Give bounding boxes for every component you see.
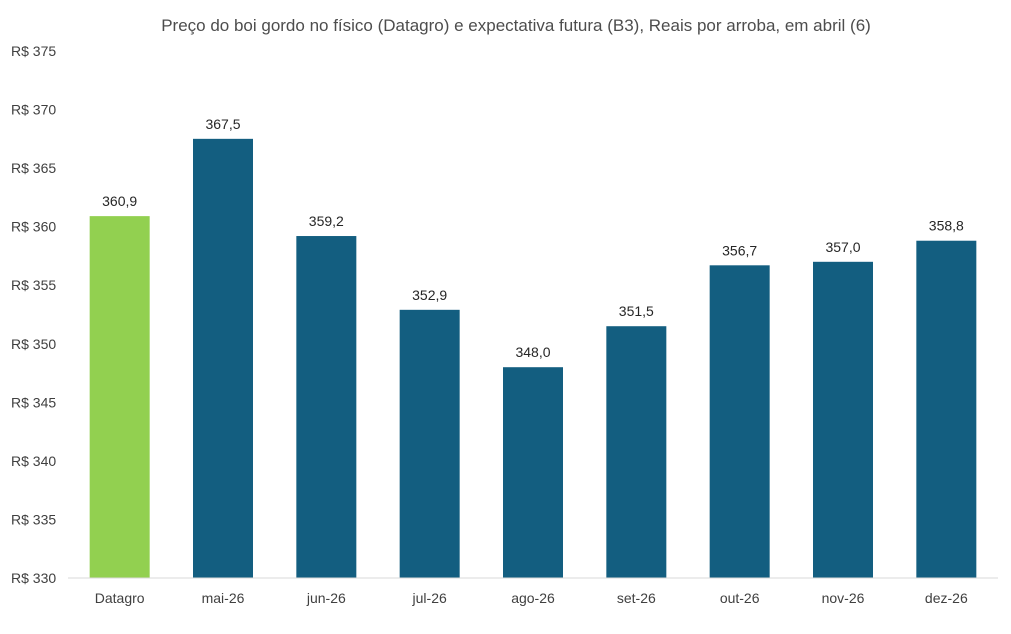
y-tick-label: R$ 350 xyxy=(11,336,56,352)
x-axis: Datagro mai-26 jun-26 jul-26 ago-26 set-26 out… xyxy=(95,590,968,606)
data-label: 356,7 xyxy=(722,242,757,258)
bar-set-26 xyxy=(606,326,667,578)
y-tick-label: R$ 370 xyxy=(11,102,56,118)
x-tick-label: jul-26 xyxy=(412,590,447,606)
y-tick-label: R$ 355 xyxy=(11,277,56,293)
data-label: 360,9 xyxy=(102,193,137,209)
y-tick-label: R$ 375 xyxy=(11,43,56,59)
data-label: 358,8 xyxy=(929,218,964,234)
x-tick-label: dez-26 xyxy=(925,590,968,606)
bar-jun-26 xyxy=(296,236,357,578)
data-label: 357,0 xyxy=(825,239,860,255)
x-tick-label: set-26 xyxy=(617,590,656,606)
bar-out-26 xyxy=(709,265,770,578)
x-tick-label: mai-26 xyxy=(202,590,245,606)
bar-ago-26 xyxy=(503,367,563,578)
y-tick-label: R$ 330 xyxy=(11,570,56,586)
bar-Datagro xyxy=(89,216,150,579)
y-tick-label: R$ 335 xyxy=(11,511,56,527)
y-tick-label: R$ 345 xyxy=(11,394,56,410)
data-label: 367,5 xyxy=(205,116,240,132)
y-tick-label: R$ 340 xyxy=(11,453,56,469)
bar-dez-26 xyxy=(916,240,977,578)
x-tick-label: out-26 xyxy=(720,590,760,606)
data-label: 348,0 xyxy=(515,344,550,360)
bars: 360,9 367,5 359,2 352,9 348,0 351,5 356,7 357,0… xyxy=(89,116,977,579)
x-tick-label: nov-26 xyxy=(822,590,865,606)
x-tick-label: Datagro xyxy=(95,590,145,606)
data-label: 351,5 xyxy=(619,303,654,319)
chart-title: Preço do boi gordo no físico (Datagro) e… xyxy=(161,16,871,35)
data-label: 352,9 xyxy=(412,287,447,303)
y-tick-label: R$ 360 xyxy=(11,219,56,235)
y-axis: R$ 330 R$ 335 R$ 340 R$ 345 R$ 350 R$ 355 R$ 3… xyxy=(11,43,56,586)
bar-jul-26 xyxy=(399,309,460,578)
x-tick-label: ago-26 xyxy=(511,590,555,606)
y-tick-label: R$ 365 xyxy=(11,160,56,176)
data-label: 359,2 xyxy=(309,213,344,229)
bar-mai-26 xyxy=(193,138,253,579)
bar-nov-26 xyxy=(813,261,873,578)
x-tick-label: jun-26 xyxy=(306,590,346,606)
